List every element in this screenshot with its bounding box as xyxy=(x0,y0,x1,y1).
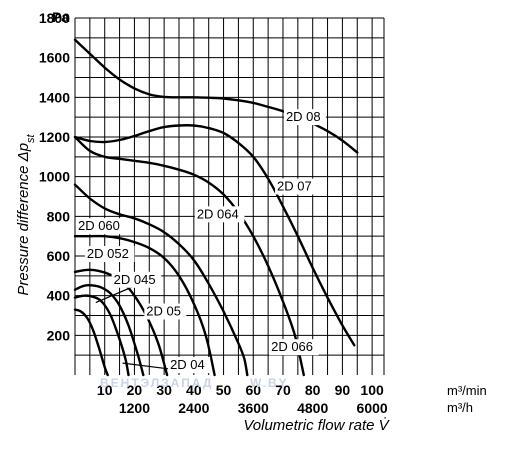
y-tick-label: 1000 xyxy=(39,169,70,185)
label-leader-line xyxy=(122,362,171,370)
x-tick-label-min: 60 xyxy=(245,382,261,398)
x-tick-label-min: 20 xyxy=(127,382,143,398)
series-curve xyxy=(73,183,249,377)
series-curve xyxy=(73,294,130,377)
series-label-bg xyxy=(75,218,126,235)
series-labels: 2D 08 2D 07 2D 066 2D 064 2D 060 2D 052 2D 045… xyxy=(75,109,326,374)
watermark: ВЕНТЭЛЗАПАД xyxy=(100,376,213,390)
series-curve xyxy=(73,135,305,377)
series-label: 2D 07 xyxy=(277,179,312,194)
y-axis-title-sub: st xyxy=(25,133,37,143)
x-tick-label-min: 30 xyxy=(156,382,172,398)
series-label-bg xyxy=(275,178,318,195)
watermark-tail: W.BY xyxy=(250,376,289,390)
x-tick-label-min: 90 xyxy=(335,382,351,398)
y-axis-title-main: Pressure difference Δp xyxy=(15,143,32,296)
x-tick-label-h: 6000 xyxy=(357,400,388,416)
series-label-bg xyxy=(283,109,326,126)
y-tick-label: 1600 xyxy=(39,50,70,66)
y-tick-label: 800 xyxy=(47,208,71,224)
x-tick-label-min: 10 xyxy=(97,382,113,398)
x-tick-label-min: 70 xyxy=(275,382,291,398)
series-label-bg xyxy=(168,357,211,374)
x-tick-label-h: 3600 xyxy=(238,400,269,416)
x-tick-labels: 10 20 30 40 50 60 70 80 90 100 1200 2400 3600 4800 600… xyxy=(97,382,388,416)
series-label-bg xyxy=(269,339,319,356)
y-tick-label: 600 xyxy=(47,248,71,264)
x-tick-label-h: 2400 xyxy=(178,400,209,416)
series-label-bg xyxy=(111,271,162,288)
x-tick-label-min: 100 xyxy=(360,382,384,398)
series-label: 2D 045 xyxy=(114,272,156,287)
chart-grid xyxy=(74,17,385,375)
series-curve xyxy=(73,234,216,377)
y-tick-label: 1800 xyxy=(39,10,70,26)
y-unit-label: Pa xyxy=(52,9,69,25)
series-curve xyxy=(73,38,359,154)
series-label: 2D 04 xyxy=(170,357,205,372)
series-label: 2D 08 xyxy=(286,109,321,124)
series-curve xyxy=(73,308,109,377)
series-label: 2D 060 xyxy=(78,218,120,233)
y-axis-title: Pressure difference Δpst xyxy=(15,133,37,295)
y-tick-label: 400 xyxy=(47,288,71,304)
y-tick-label: 200 xyxy=(47,327,71,343)
series-curve xyxy=(73,124,356,347)
series-label: 2D 05 xyxy=(146,304,181,319)
y-tick-label: 1200 xyxy=(39,129,70,145)
series-label: 2D 066 xyxy=(271,339,313,354)
series-label-bg xyxy=(144,303,187,320)
series-label-bg xyxy=(194,206,245,223)
x-tick-label-min: 50 xyxy=(216,382,232,398)
series-label-bg xyxy=(84,245,135,262)
series-label: 2D 064 xyxy=(197,206,239,221)
series-curve xyxy=(73,283,145,377)
x-tick-label-h: 4800 xyxy=(297,400,328,416)
x-axis-title: Volumetric flow rate V̇ xyxy=(243,417,390,434)
x-tick-label-min: 40 xyxy=(186,382,202,398)
x-tick-label-h: 1200 xyxy=(119,400,150,416)
y-tick-labels: 1800 1600 1400 1200 1000 800 600 400 200 xyxy=(39,10,70,343)
x-unit-h: m³/h xyxy=(447,400,473,415)
y-tick-label: 1400 xyxy=(39,89,70,105)
label-leaders xyxy=(95,284,171,370)
series-label: 2D 052 xyxy=(87,246,129,261)
x-unit-min: m³/min xyxy=(447,383,487,398)
x-tick-label-min: 80 xyxy=(305,382,321,398)
